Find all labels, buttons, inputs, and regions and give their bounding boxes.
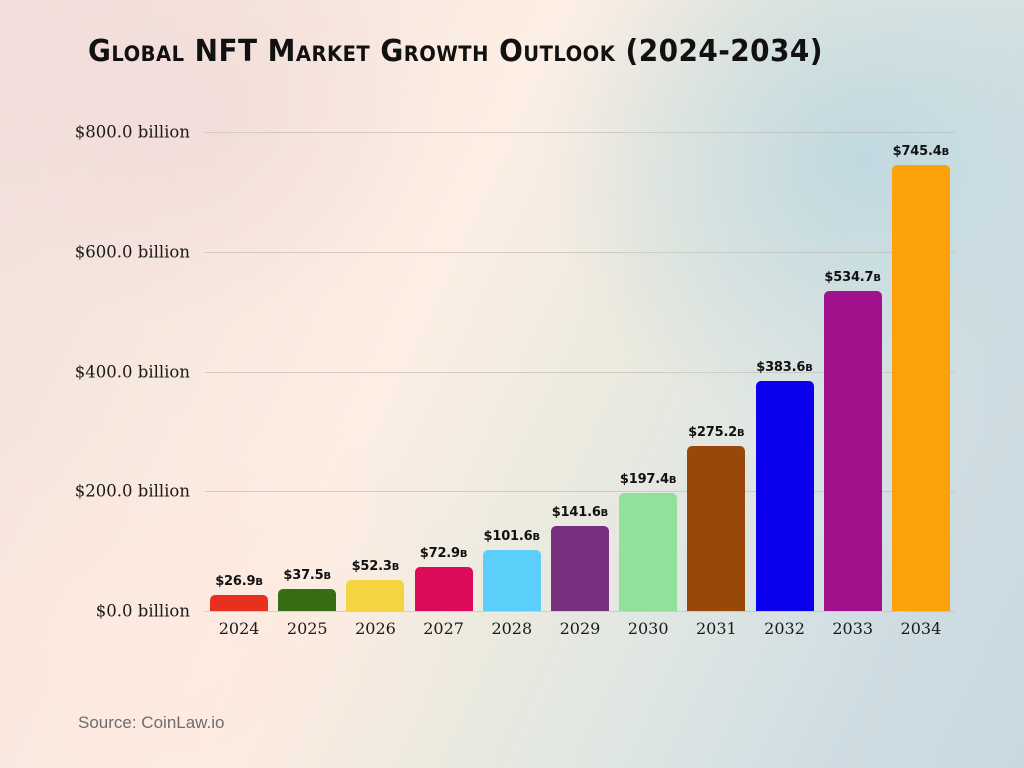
bar-group[interactable]: $72.9B bbox=[414, 132, 473, 611]
bar[interactable] bbox=[278, 588, 337, 611]
bar-value-label: $383.6B bbox=[756, 360, 813, 376]
bar-group[interactable]: $37.5B bbox=[278, 132, 337, 611]
gridline bbox=[205, 611, 955, 612]
x-axis: 2024 2025 2026 2027 2028 2029 2030 2031 2032 2033… bbox=[205, 613, 955, 647]
bar[interactable] bbox=[210, 594, 269, 611]
bar-value-label: $26.9B bbox=[215, 573, 263, 589]
bar-value-label: $275.2B bbox=[688, 425, 745, 441]
plot-gridlines bbox=[205, 132, 955, 612]
bar[interactable] bbox=[482, 550, 541, 611]
y-axis: $0.0 billion $200.0 billion $400.0 billion… bbox=[0, 123, 200, 621]
bar-group[interactable]: $197.4B bbox=[619, 132, 678, 611]
x-tick-label: 2024 bbox=[218, 619, 260, 638]
x-tick-label: 2029 bbox=[559, 619, 601, 638]
bar-group[interactable]: $534.7B bbox=[823, 132, 882, 611]
y-tick-label: $400.0 billion bbox=[74, 362, 190, 381]
gridline bbox=[205, 132, 955, 133]
y-tick-label: $200.0 billion bbox=[74, 481, 190, 501]
bar-value-label: $534.7B bbox=[824, 269, 882, 285]
x-tick-label: 2026 bbox=[355, 619, 396, 638]
bar[interactable] bbox=[414, 567, 473, 611]
source-note: Source: CoinLaw.io bbox=[78, 713, 225, 732]
bar[interactable] bbox=[891, 164, 950, 611]
bar-value-label: $52.3B bbox=[351, 558, 400, 574]
bar[interactable] bbox=[823, 290, 882, 611]
x-tick-label: 2032 bbox=[764, 619, 805, 638]
bar[interactable] bbox=[619, 492, 678, 611]
bar-value-label: $101.6B bbox=[483, 529, 541, 545]
bar-group[interactable]: $101.6B bbox=[482, 132, 541, 611]
bar-group[interactable]: $52.3B bbox=[346, 132, 405, 611]
bar-group[interactable]: $745.4B bbox=[891, 132, 950, 611]
bar[interactable] bbox=[346, 579, 405, 611]
gridline bbox=[205, 491, 955, 493]
bar-value-label: $72.9B bbox=[419, 546, 468, 562]
bar-group[interactable]: $141.6B bbox=[551, 132, 609, 611]
x-tick-label: 2025 bbox=[286, 619, 328, 638]
gridline bbox=[205, 251, 955, 253]
bar-series: $26.9B $37.5B $52.3B $72.9B $101.6B $141.6B $1… bbox=[205, 132, 955, 611]
bar-value-label: $745.4B bbox=[892, 143, 950, 159]
x-tick-label: 2034 bbox=[900, 619, 942, 638]
x-tick-label: 2030 bbox=[627, 619, 669, 638]
bar[interactable] bbox=[755, 381, 814, 611]
bar-group[interactable]: $383.6B bbox=[755, 132, 814, 611]
y-tick-label: $600.0 billion bbox=[74, 242, 190, 262]
page-title: Global NFT Market Growth Outlook (2024-2… bbox=[88, 34, 824, 69]
background-glow-top-left bbox=[0, 0, 440, 320]
background-glow-bottom-left bbox=[0, 388, 480, 768]
bar-value-label: $141.6B bbox=[551, 505, 609, 521]
x-tick-label: 2028 bbox=[491, 619, 533, 638]
x-tick-label: 2027 bbox=[423, 619, 464, 638]
y-tick-label: $800.0 billion bbox=[74, 122, 190, 142]
bar-group[interactable]: $275.2B bbox=[687, 132, 746, 611]
y-tick-label: $0.0 billion bbox=[95, 601, 190, 621]
bar[interactable] bbox=[551, 526, 609, 611]
x-tick-label: 2031 bbox=[695, 619, 737, 638]
bar[interactable] bbox=[687, 446, 746, 611]
bar-value-label: $37.5B bbox=[283, 567, 332, 583]
gridline bbox=[205, 371, 955, 373]
bar-value-label: $197.4B bbox=[619, 471, 677, 487]
bar-group[interactable]: $26.9B bbox=[210, 132, 269, 611]
x-tick-label: 2033 bbox=[832, 619, 874, 638]
